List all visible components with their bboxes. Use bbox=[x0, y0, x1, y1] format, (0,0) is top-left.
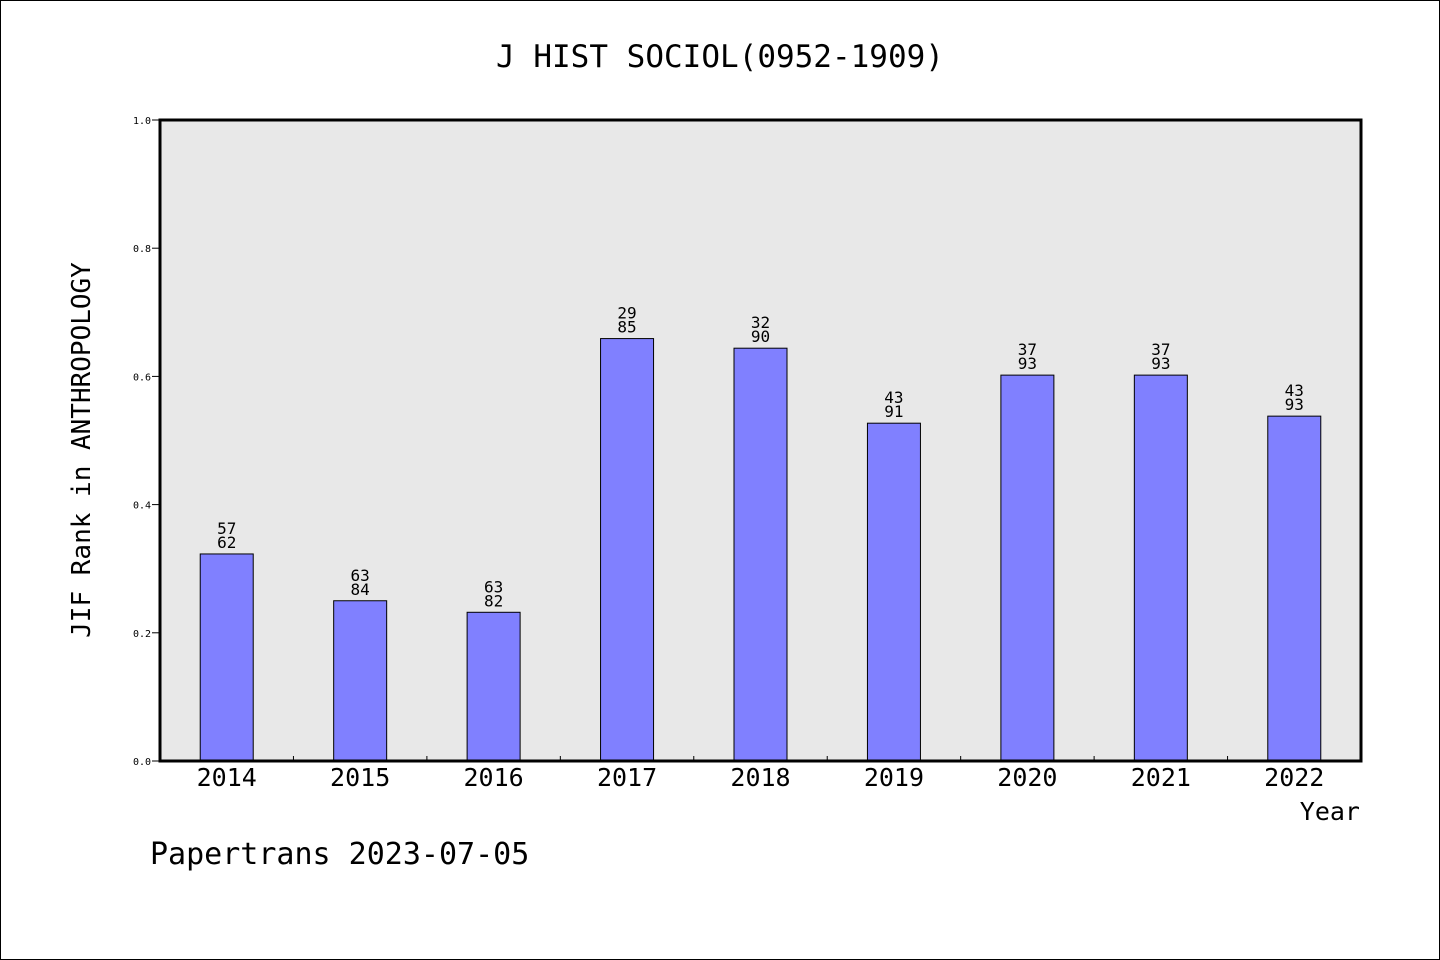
plot-border bbox=[158, 118, 1363, 763]
bar-2021 bbox=[1133, 374, 1188, 762]
bar-label-total: 82 bbox=[484, 591, 503, 610]
x-axis-label: Year bbox=[1300, 797, 1360, 826]
bar-label-rank: 43 bbox=[884, 388, 903, 407]
chart-title: J HIST SOCIOL(0952-1909) bbox=[496, 39, 944, 75]
footer-text: Papertrans 2023-07-05 bbox=[150, 837, 529, 872]
x-tick-label: 2019 bbox=[864, 763, 924, 792]
y-axis-label: JIF Rank in ANTHROPOLOGY bbox=[67, 262, 97, 638]
y-tick-label: 0.4 bbox=[133, 501, 151, 512]
y-tick-label: 0.6 bbox=[133, 372, 151, 383]
y-tick-label: 0.8 bbox=[133, 244, 151, 255]
bar-2019 bbox=[866, 422, 921, 762]
x-tick-label: 2022 bbox=[1264, 763, 1324, 792]
y-tick-label: 1.0 bbox=[133, 116, 151, 127]
y-tick-label: 0.0 bbox=[133, 757, 151, 768]
bar-label-total: 85 bbox=[617, 318, 636, 337]
bar-2015 bbox=[333, 600, 388, 762]
x-axis-ticks: 2014 2015 2016 2017 2018 2019 2020 2021 2022 bbox=[197, 756, 1324, 792]
x-tick-label: 2014 bbox=[197, 763, 257, 792]
x-tick-label: 2018 bbox=[730, 763, 790, 792]
bar-label-total: 90 bbox=[751, 327, 770, 346]
bar-label-rank: 63 bbox=[484, 577, 503, 596]
x-tick-label: 2015 bbox=[330, 763, 390, 792]
bar-2014 bbox=[199, 553, 254, 762]
bar-label-total: 91 bbox=[884, 402, 903, 421]
bar-label-rank: 37 bbox=[1018, 340, 1037, 359]
bar-label-total: 84 bbox=[351, 580, 370, 599]
bar-label-total: 93 bbox=[1285, 395, 1304, 414]
bar-label-rank: 29 bbox=[617, 304, 636, 323]
bar-label-total: 62 bbox=[217, 533, 236, 552]
bar-label-total: 93 bbox=[1018, 354, 1037, 373]
x-tick-label: 2020 bbox=[997, 763, 1057, 792]
x-tick-label: 2021 bbox=[1131, 763, 1191, 792]
bar-label-rank: 43 bbox=[1285, 381, 1304, 400]
bar-label-rank: 57 bbox=[217, 519, 236, 538]
bar-2016 bbox=[466, 611, 521, 762]
bar-label-total: 93 bbox=[1151, 354, 1170, 373]
bars-group bbox=[199, 338, 1322, 762]
y-tick-label: 0.2 bbox=[133, 629, 151, 640]
bar-2017 bbox=[600, 338, 655, 762]
bar-label-rank: 32 bbox=[751, 313, 770, 332]
bar-label-rank: 37 bbox=[1151, 340, 1170, 359]
bar-2020 bbox=[1000, 374, 1055, 762]
bar-2022 bbox=[1267, 415, 1322, 762]
x-tick-label: 2017 bbox=[597, 763, 657, 792]
x-tick-label: 2016 bbox=[464, 763, 524, 792]
bar-2018 bbox=[733, 347, 788, 762]
bar-label-rank: 63 bbox=[351, 566, 370, 585]
y-axis-ticks: 0.0 0.2 0.4 0.6 0.8 1.0 bbox=[133, 116, 160, 768]
